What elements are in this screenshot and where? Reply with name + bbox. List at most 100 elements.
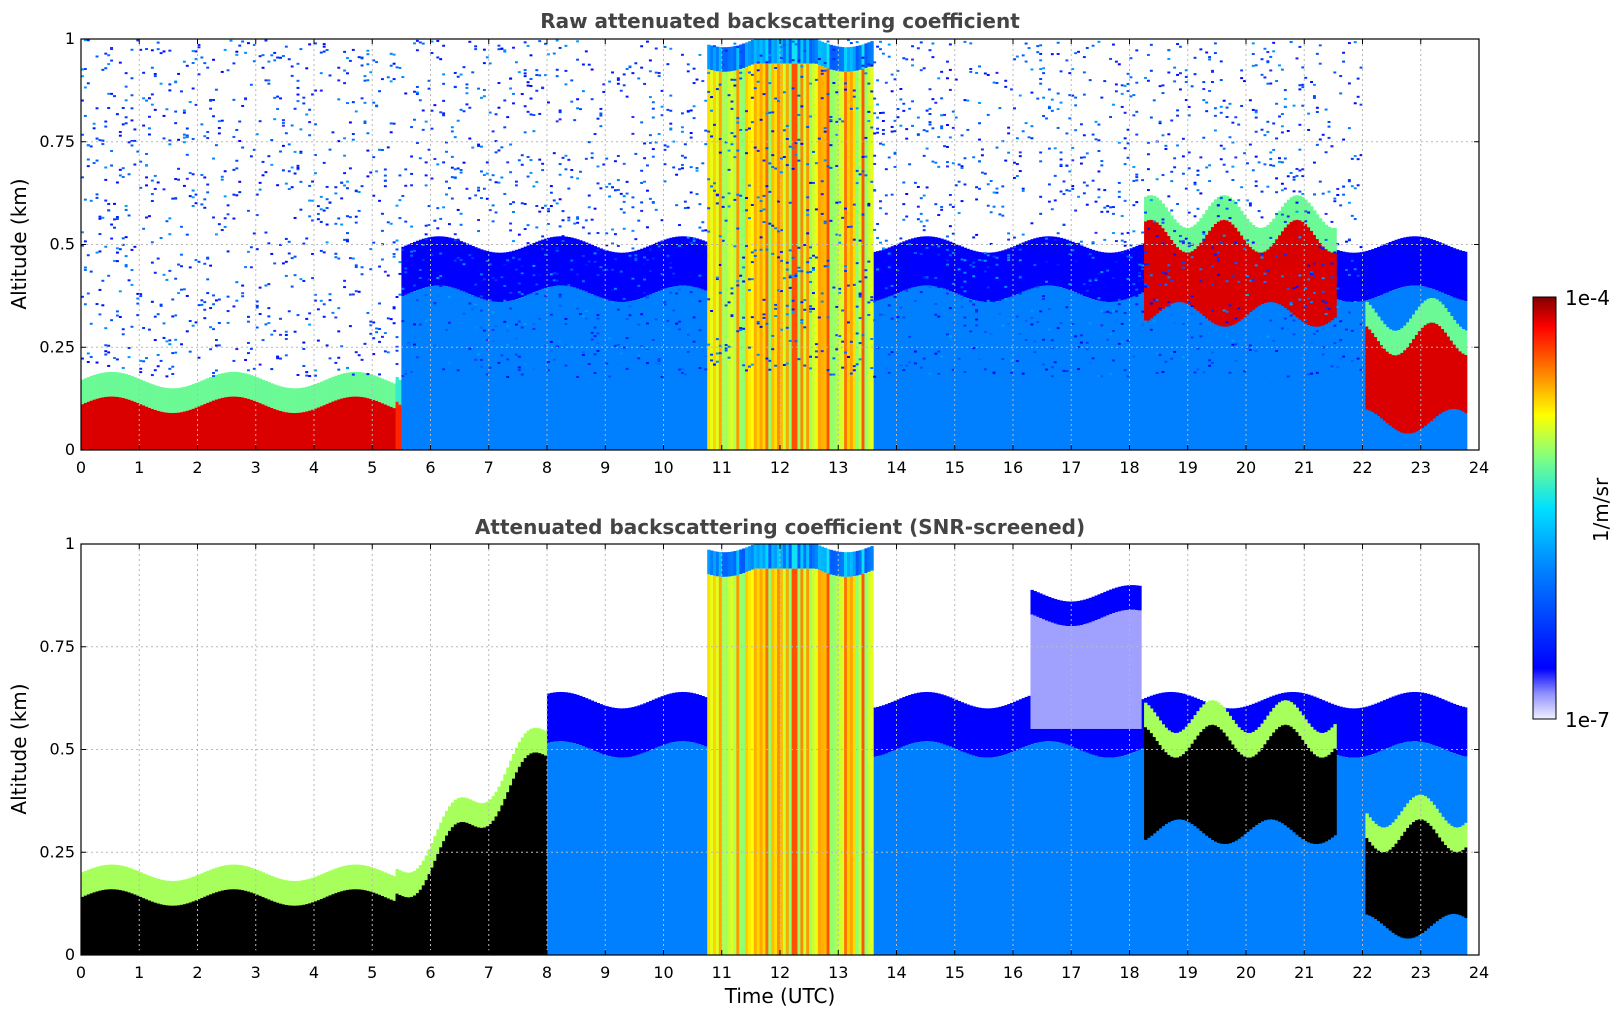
noise-cell — [1091, 256, 1095, 259]
noise-cell — [1100, 309, 1104, 312]
noise-cell — [657, 359, 661, 362]
noise-cell — [1161, 371, 1165, 374]
heatmap-cell — [1446, 336, 1451, 410]
noise-cell — [753, 146, 757, 149]
noise-cell — [605, 362, 609, 365]
noise-cell — [788, 339, 792, 342]
heatmap-cell — [398, 894, 402, 955]
heatmap-feature-surface_layer — [81, 864, 397, 955]
noise-cell — [360, 273, 364, 276]
heatmap-cell — [177, 905, 181, 955]
noise-cell — [646, 40, 649, 43]
noise-cell — [756, 196, 760, 199]
heatmap-cell — [302, 880, 306, 905]
noise-cell — [1068, 72, 1072, 75]
heatmap-cell — [430, 867, 434, 955]
heatmap-cell — [209, 894, 213, 955]
heatmap-cell — [820, 41, 825, 67]
noise-cell — [555, 68, 559, 71]
noise-cell — [549, 205, 553, 208]
heatmap-cell — [1173, 243, 1177, 303]
noise-cell — [194, 193, 198, 196]
noise-cell — [1068, 189, 1072, 192]
heatmap-cell — [940, 238, 944, 288]
noise-cell — [1202, 136, 1206, 139]
noise-cell — [500, 276, 504, 279]
noise-cell — [1269, 69, 1273, 72]
noise-cell — [156, 48, 160, 51]
noise-cell — [823, 159, 827, 162]
noise-cell — [809, 115, 813, 118]
heatmap-cell — [608, 300, 612, 450]
noise-cell — [1001, 205, 1005, 208]
noise-cell — [1292, 287, 1296, 290]
noise-cell — [1091, 179, 1095, 182]
heatmap-cell — [130, 868, 134, 894]
noise-cell — [701, 229, 705, 232]
noise-cell — [1135, 110, 1139, 113]
heatmap-cell — [730, 46, 734, 72]
noise-cell — [197, 356, 201, 359]
heatmap-cell — [1397, 354, 1401, 432]
noise-cell — [468, 347, 472, 350]
heatmap-cell — [445, 236, 449, 287]
noise-cell — [957, 163, 961, 166]
noise-cell — [547, 222, 550, 225]
noise-cell — [512, 240, 515, 243]
noise-cell — [873, 228, 877, 231]
noise-cell — [631, 132, 635, 135]
noise-cell — [884, 168, 888, 171]
noise-cell — [477, 230, 481, 233]
noise-cell — [1321, 346, 1325, 349]
heatmap-cell — [427, 874, 431, 955]
heatmap-cell — [1254, 296, 1259, 450]
noise-cell — [899, 306, 903, 309]
noise-cell — [1004, 79, 1008, 82]
noise-cell — [1248, 348, 1252, 351]
noise-cell — [890, 285, 894, 288]
noise-cell — [1353, 155, 1357, 158]
noise-cell — [471, 146, 475, 149]
noise-cell — [590, 98, 594, 101]
noise-cell — [491, 204, 495, 207]
noise-cell — [1065, 132, 1069, 135]
heatmap-cell — [258, 403, 263, 450]
noise-cell — [1141, 323, 1145, 326]
heatmap-cell — [299, 387, 303, 413]
noise-cell — [1216, 204, 1220, 207]
noise-cell — [686, 110, 690, 113]
noise-cell — [640, 201, 644, 204]
noise-cell — [1266, 61, 1270, 64]
noise-cell — [1283, 187, 1287, 190]
noise-cell — [785, 326, 789, 329]
heatmap-cell — [200, 380, 204, 406]
noise-cell — [570, 168, 574, 171]
noise-cell — [389, 122, 393, 125]
noise-cell — [727, 149, 731, 152]
noise-cell — [1304, 319, 1308, 322]
noise-cell — [590, 218, 594, 221]
heatmap-cell — [581, 290, 586, 450]
heatmap-cell — [162, 904, 166, 955]
noise-cell — [311, 93, 314, 96]
noise-cell — [107, 351, 111, 354]
heatmap-cell — [235, 372, 239, 397]
noise-cell — [398, 66, 402, 69]
noise-cell — [121, 243, 125, 246]
noise-cell — [509, 171, 513, 174]
noise-cell — [1315, 143, 1319, 146]
noise-cell — [587, 141, 591, 144]
noise-cell — [1219, 79, 1223, 82]
noise-cell — [392, 253, 396, 256]
noise-cell — [1152, 220, 1156, 223]
heatmap-cell — [541, 288, 545, 450]
noise-cell — [1181, 155, 1185, 158]
noise-cell — [1112, 43, 1115, 46]
noise-cell — [960, 297, 964, 300]
heatmap-cell — [107, 371, 111, 397]
heatmap-cell — [503, 252, 507, 302]
heatmap-cell — [168, 412, 172, 450]
heatmap-cell — [1289, 285, 1294, 450]
heatmap-cell — [1295, 219, 1299, 318]
heatmap-cell — [1184, 252, 1189, 304]
